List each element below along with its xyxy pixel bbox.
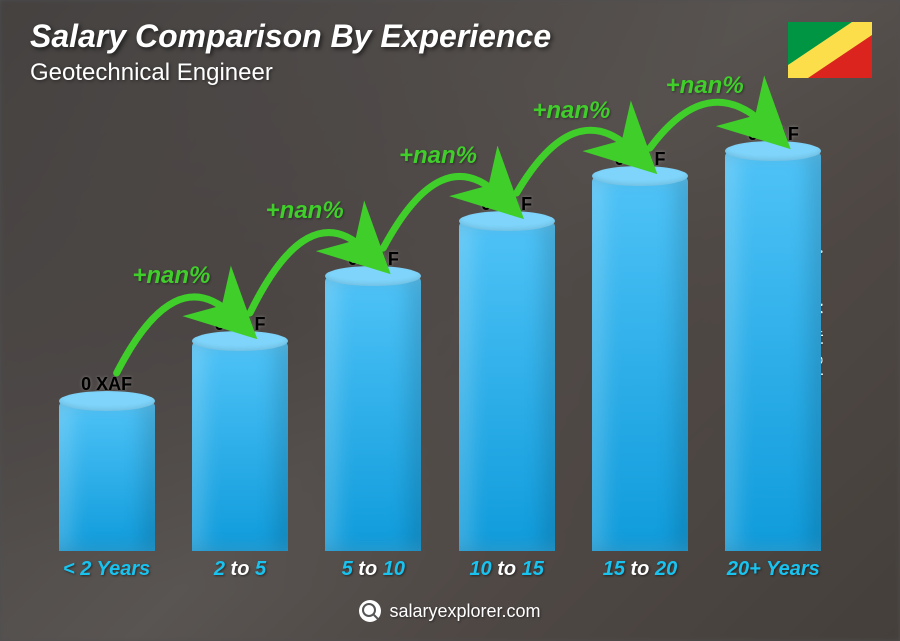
bar-group: 0 XAF [707,124,840,551]
bar [325,276,421,551]
footer-text: salaryexplorer.com [389,601,540,622]
bar [192,341,288,551]
category-label: 20+ Years [707,558,840,581]
bar-group: 0 XAF [40,374,173,551]
bar [459,221,555,551]
growth-pct-label: +nan% [266,197,344,225]
header: Salary Comparison By Experience Geotechn… [30,18,551,87]
bar [592,176,688,551]
category-label: < 2 Years [40,558,173,581]
growth-pct-label: +nan% [666,72,744,100]
chart-title: Salary Comparison By Experience [30,18,551,55]
growth-pct-label: +nan% [532,97,610,125]
chart-subtitle: Geotechnical Engineer [30,59,551,87]
category-label: 15 to 20 [573,558,706,581]
bar [725,151,821,551]
footer: salaryexplorer.com [0,600,900,627]
category-labels: < 2 Years2 to 55 to 1010 to 1515 to 2020… [40,558,840,581]
bars-container: 0 XAF0 XAF0 XAF0 XAF0 XAF0 XAF [40,130,840,551]
bar-group: 0 XAF [440,194,573,551]
bar [59,401,155,551]
growth-pct-label: +nan% [132,262,210,290]
category-label: 2 to 5 [173,558,306,581]
growth-pct-label: +nan% [399,142,477,170]
logo-icon [359,600,381,622]
bar-chart: 0 XAF0 XAF0 XAF0 XAF0 XAF0 XAF < 2 Years… [40,130,840,581]
bar-group: 0 XAF [307,249,440,551]
category-label: 10 to 15 [440,558,573,581]
flag-icon [788,22,872,78]
bar-group: 0 XAF [573,149,706,551]
category-label: 5 to 10 [307,558,440,581]
bar-group: 0 XAF [173,314,306,551]
